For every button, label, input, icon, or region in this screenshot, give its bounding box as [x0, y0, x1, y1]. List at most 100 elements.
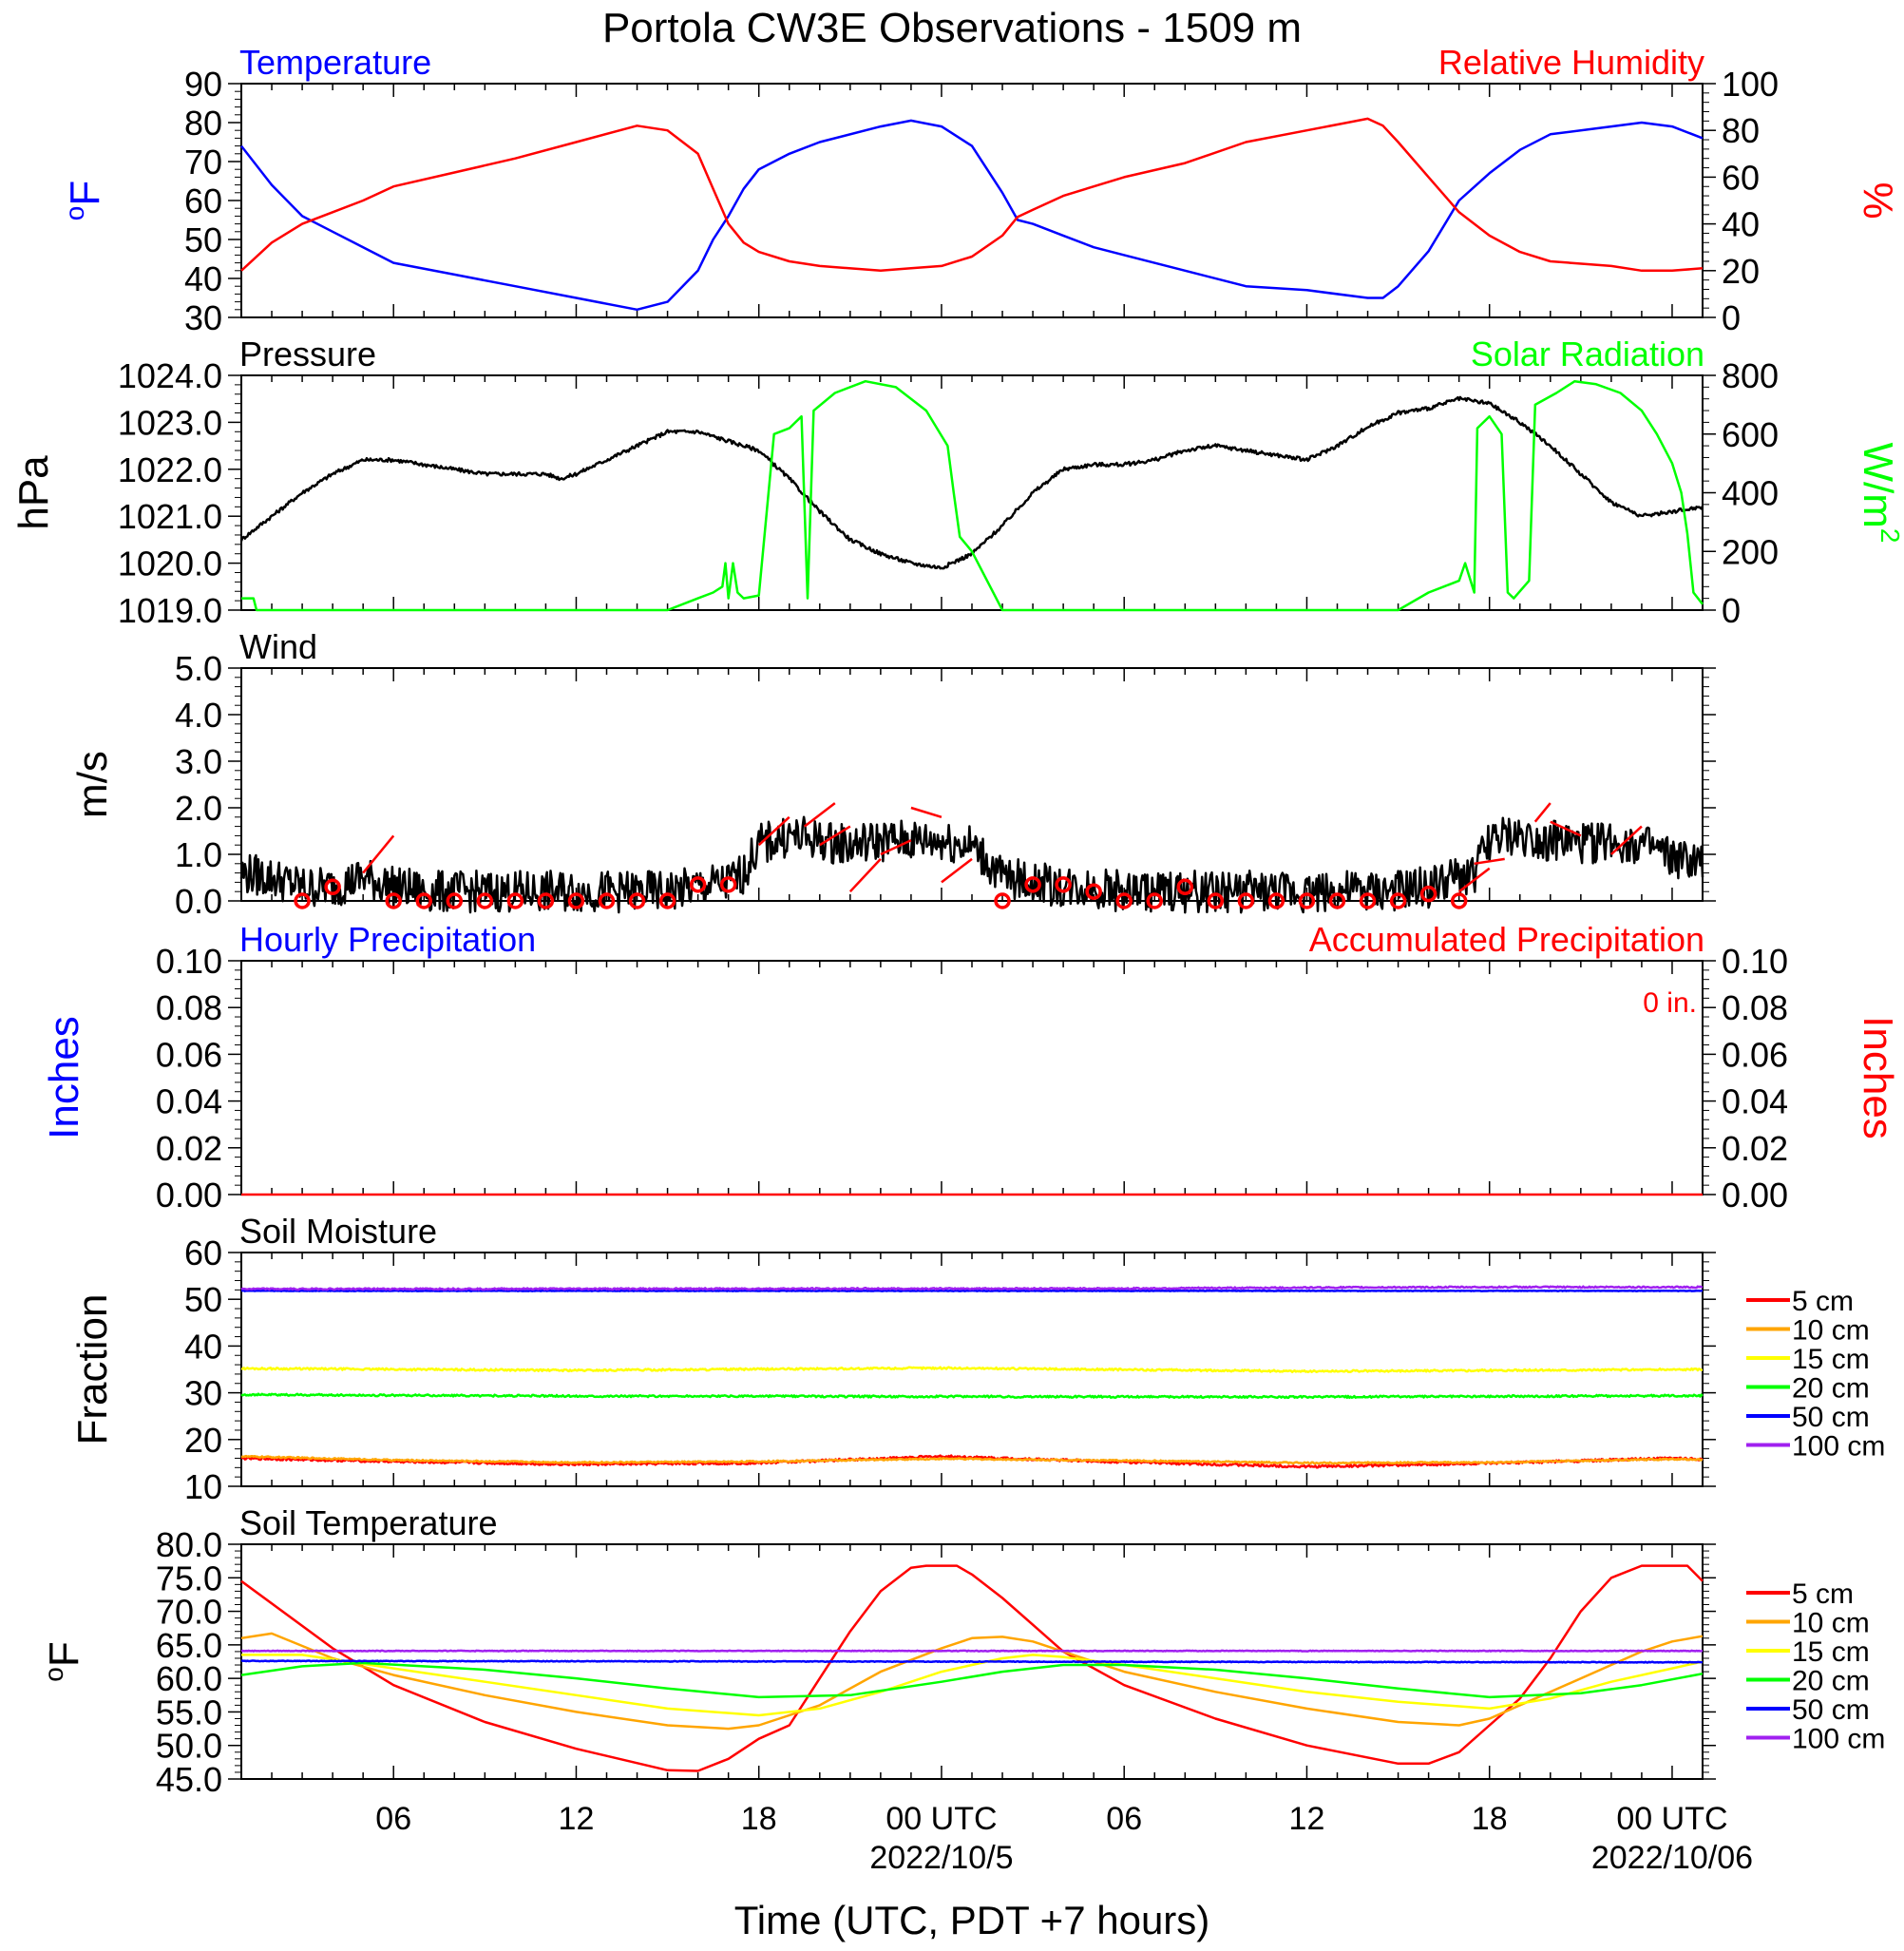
wind-hourly-point [567, 892, 585, 909]
wind-barb [910, 806, 942, 818]
wind-hourly-point [598, 892, 616, 909]
wind-hourly-point [506, 892, 524, 909]
wind-hourly-point [1146, 892, 1163, 909]
y-tick-label: 80 [184, 104, 222, 143]
y-tick-label: 50.0 [156, 1727, 222, 1766]
panel-title-left: Soil Temperature [239, 1503, 497, 1542]
y-tick-label: 5.0 [175, 649, 222, 688]
series-50-cm [240, 1659, 1704, 1664]
x-tick-label: 00 UTC [1616, 1801, 1727, 1837]
series-temperature [240, 119, 1704, 312]
y-tick-label: 0.00 [156, 1176, 222, 1215]
wind-hourly-point [1055, 876, 1072, 893]
wind-barb [848, 858, 882, 893]
y-tick-label-right: 400 [1722, 474, 1779, 513]
y-tick-label: 20 [184, 1421, 222, 1460]
y-tick-label: 90 [184, 65, 222, 104]
series-20-cm [240, 1661, 1704, 1699]
legend-label: 10 cm [1792, 1608, 1870, 1639]
panel-precip: 0.00 0.02 0.04 0.06 0.08 0.10 0.00 0.02 0.04 0.06… [41, 920, 1901, 1215]
panel-title-left: Pressure [239, 335, 376, 373]
panel-title-right: Relative Humidity [1438, 43, 1704, 82]
y-tick-label: 60.0 [156, 1659, 222, 1698]
wind-barb [804, 802, 836, 828]
chart-title: Portola CW3E Observations - 1509 m [602, 5, 1302, 51]
y-tick-label: 30 [184, 1374, 222, 1413]
wind-hourly-point [1085, 883, 1102, 900]
y-tick-label-right: 0.10 [1722, 942, 1788, 981]
wind-hourly-point [537, 892, 555, 909]
y-tick-label: 70 [184, 143, 222, 182]
legend-label: 5 cm [1792, 1578, 1854, 1610]
wind-hourly-point [1267, 892, 1285, 909]
y-tick-label: 4.0 [175, 696, 222, 735]
x-tick-date: 2022/10/06 [1591, 1840, 1753, 1876]
y-tick-label: 45.0 [156, 1760, 222, 1799]
wind-hourly-point [1389, 892, 1407, 909]
series-solar-radiation [241, 379, 1704, 612]
wind-hourly-point [385, 892, 402, 909]
wind-hourly-point [628, 892, 646, 909]
legend-label: 100 cm [1792, 1724, 1885, 1755]
y-tick-label-right: 0.04 [1722, 1082, 1788, 1121]
y-tick-label-right: 40 [1722, 205, 1760, 244]
panel-title-left: Hourly Precipitation [239, 920, 536, 959]
y-tick-label: 0.06 [156, 1035, 222, 1074]
wind-hourly-point [994, 892, 1011, 909]
series-100-cm [240, 1285, 1704, 1291]
series-15-cm [240, 1366, 1704, 1374]
x-tick-label: 12 [559, 1801, 595, 1837]
wind-barb [819, 825, 851, 847]
wind-hourly-point [719, 876, 737, 893]
wind-barb [1610, 825, 1643, 855]
wind-hourly-point [689, 876, 707, 893]
y-tick-label: 60 [184, 1234, 222, 1272]
wind-hourly-point [1450, 892, 1468, 909]
y-tick-label: 1021.0 [118, 497, 222, 536]
wind-hourly-point [1328, 892, 1346, 909]
y-axis-label-left: oF [39, 1641, 87, 1681]
plot-frame [240, 667, 1704, 902]
wind-barb [880, 839, 912, 856]
y-tick-label: 1019.0 [118, 591, 222, 630]
y-tick-label-right: 0.00 [1722, 1176, 1788, 1215]
panel-title-right: Solar Radiation [1471, 335, 1704, 373]
y-tick-label: 0.08 [156, 988, 222, 1027]
wind-hourly-point [294, 892, 311, 909]
wind-hourly-point [1115, 892, 1133, 909]
y-tick-label: 65.0 [156, 1626, 222, 1665]
panel-pressure_solar: 1019.0 1020.0 1021.0 1022.0 1023.0 1024.0 0 200… [10, 335, 1904, 630]
panel-wind: 0.0 1.0 2.0 3.0 4.0 5.0 Wind m/s [69, 627, 1716, 921]
y-tick-label: 40 [184, 1327, 222, 1366]
wind-hourly-point [415, 892, 432, 909]
series-15-cm [241, 1654, 1704, 1717]
legend-label: 10 cm [1792, 1315, 1870, 1347]
y-tick-label: 10 [184, 1467, 222, 1506]
y-tick-label-right: 0.08 [1722, 988, 1788, 1027]
y-tick-label: 75.0 [156, 1559, 222, 1597]
wind-barb [1474, 857, 1505, 866]
y-tick-label-right: 80 [1722, 111, 1760, 150]
panel-title-right: Accumulated Precipitation [1309, 920, 1704, 959]
wind-hourly-point [1298, 892, 1316, 909]
y-tick-label: 55.0 [156, 1693, 222, 1731]
x-tick-label: 00 UTC [885, 1801, 997, 1837]
y-axis-label-right: Inches [1855, 1016, 1901, 1139]
y-tick-label: 80.0 [156, 1525, 222, 1564]
y-axis-label-left: oF [60, 181, 108, 220]
wind-hourly-point [1419, 885, 1438, 903]
y-tick-label: 50 [184, 1280, 222, 1319]
legend-label: 20 cm [1792, 1373, 1870, 1405]
series-relative-humidity [240, 117, 1704, 273]
x-tick-label: 12 [1289, 1801, 1325, 1837]
y-tick-label: 0.0 [175, 882, 222, 921]
plot-frame [240, 374, 1704, 611]
y-tick-label: 1024.0 [118, 356, 222, 395]
panel-soil_moisture: 10 20 30 40 50 60 Soil Moisture Fraction 5 cm10 … [69, 1212, 1885, 1506]
legend-label: 15 cm [1792, 1636, 1870, 1668]
y-tick-label: 60 [184, 182, 222, 220]
y-axis-label-right: W/m2 [1855, 443, 1904, 544]
wind-barb [1533, 802, 1552, 823]
wind-barb [757, 815, 790, 847]
